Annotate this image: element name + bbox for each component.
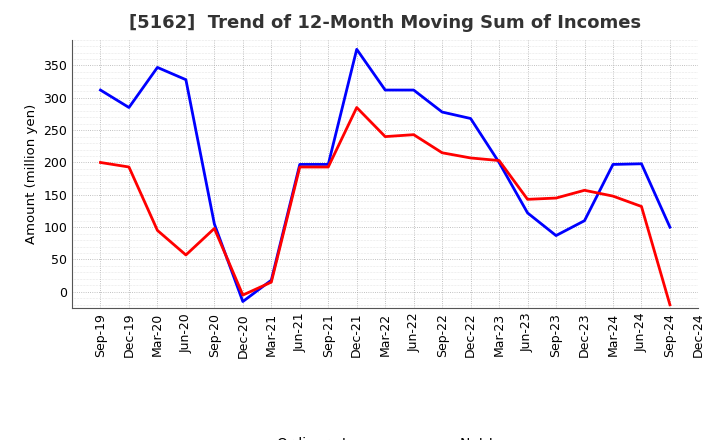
Net Income — [637, 204, 646, 209]
Legend: Ordinary Income, Net Income: Ordinary Income, Net Income — [225, 432, 545, 440]
Ordinary Income — [608, 162, 617, 167]
Title: [5162]  Trend of 12-Month Moving Sum of Incomes: [5162] Trend of 12-Month Moving Sum of I… — [129, 15, 642, 33]
Net Income — [552, 195, 560, 201]
Net Income — [295, 165, 304, 170]
Net Income — [210, 226, 219, 231]
Net Income — [96, 160, 105, 165]
Y-axis label: Amount (million yen): Amount (million yen) — [24, 104, 37, 244]
Ordinary Income — [210, 221, 219, 227]
Ordinary Income — [665, 224, 674, 230]
Ordinary Income — [410, 88, 418, 93]
Ordinary Income — [637, 161, 646, 166]
Ordinary Income — [125, 105, 133, 110]
Net Income — [438, 150, 446, 155]
Ordinary Income — [324, 162, 333, 167]
Net Income — [580, 187, 589, 193]
Ordinary Income — [267, 278, 276, 283]
Net Income — [495, 158, 503, 163]
Ordinary Income — [438, 110, 446, 115]
Net Income — [125, 165, 133, 170]
Line: Net Income: Net Income — [101, 107, 670, 305]
Net Income — [381, 134, 390, 139]
Ordinary Income — [580, 218, 589, 224]
Ordinary Income — [552, 233, 560, 238]
Net Income — [181, 252, 190, 257]
Ordinary Income — [523, 210, 532, 216]
Ordinary Income — [352, 47, 361, 52]
Net Income — [153, 228, 162, 233]
Net Income — [410, 132, 418, 137]
Net Income — [608, 194, 617, 199]
Ordinary Income — [238, 299, 247, 304]
Net Income — [238, 293, 247, 298]
Ordinary Income — [181, 77, 190, 82]
Line: Ordinary Income: Ordinary Income — [101, 49, 670, 301]
Net Income — [665, 302, 674, 308]
Ordinary Income — [495, 160, 503, 165]
Ordinary Income — [96, 88, 105, 93]
Net Income — [352, 105, 361, 110]
Ordinary Income — [295, 162, 304, 167]
Net Income — [523, 197, 532, 202]
Ordinary Income — [467, 116, 475, 121]
Net Income — [324, 165, 333, 170]
Ordinary Income — [153, 65, 162, 70]
Net Income — [267, 279, 276, 285]
Ordinary Income — [381, 88, 390, 93]
Net Income — [467, 155, 475, 161]
